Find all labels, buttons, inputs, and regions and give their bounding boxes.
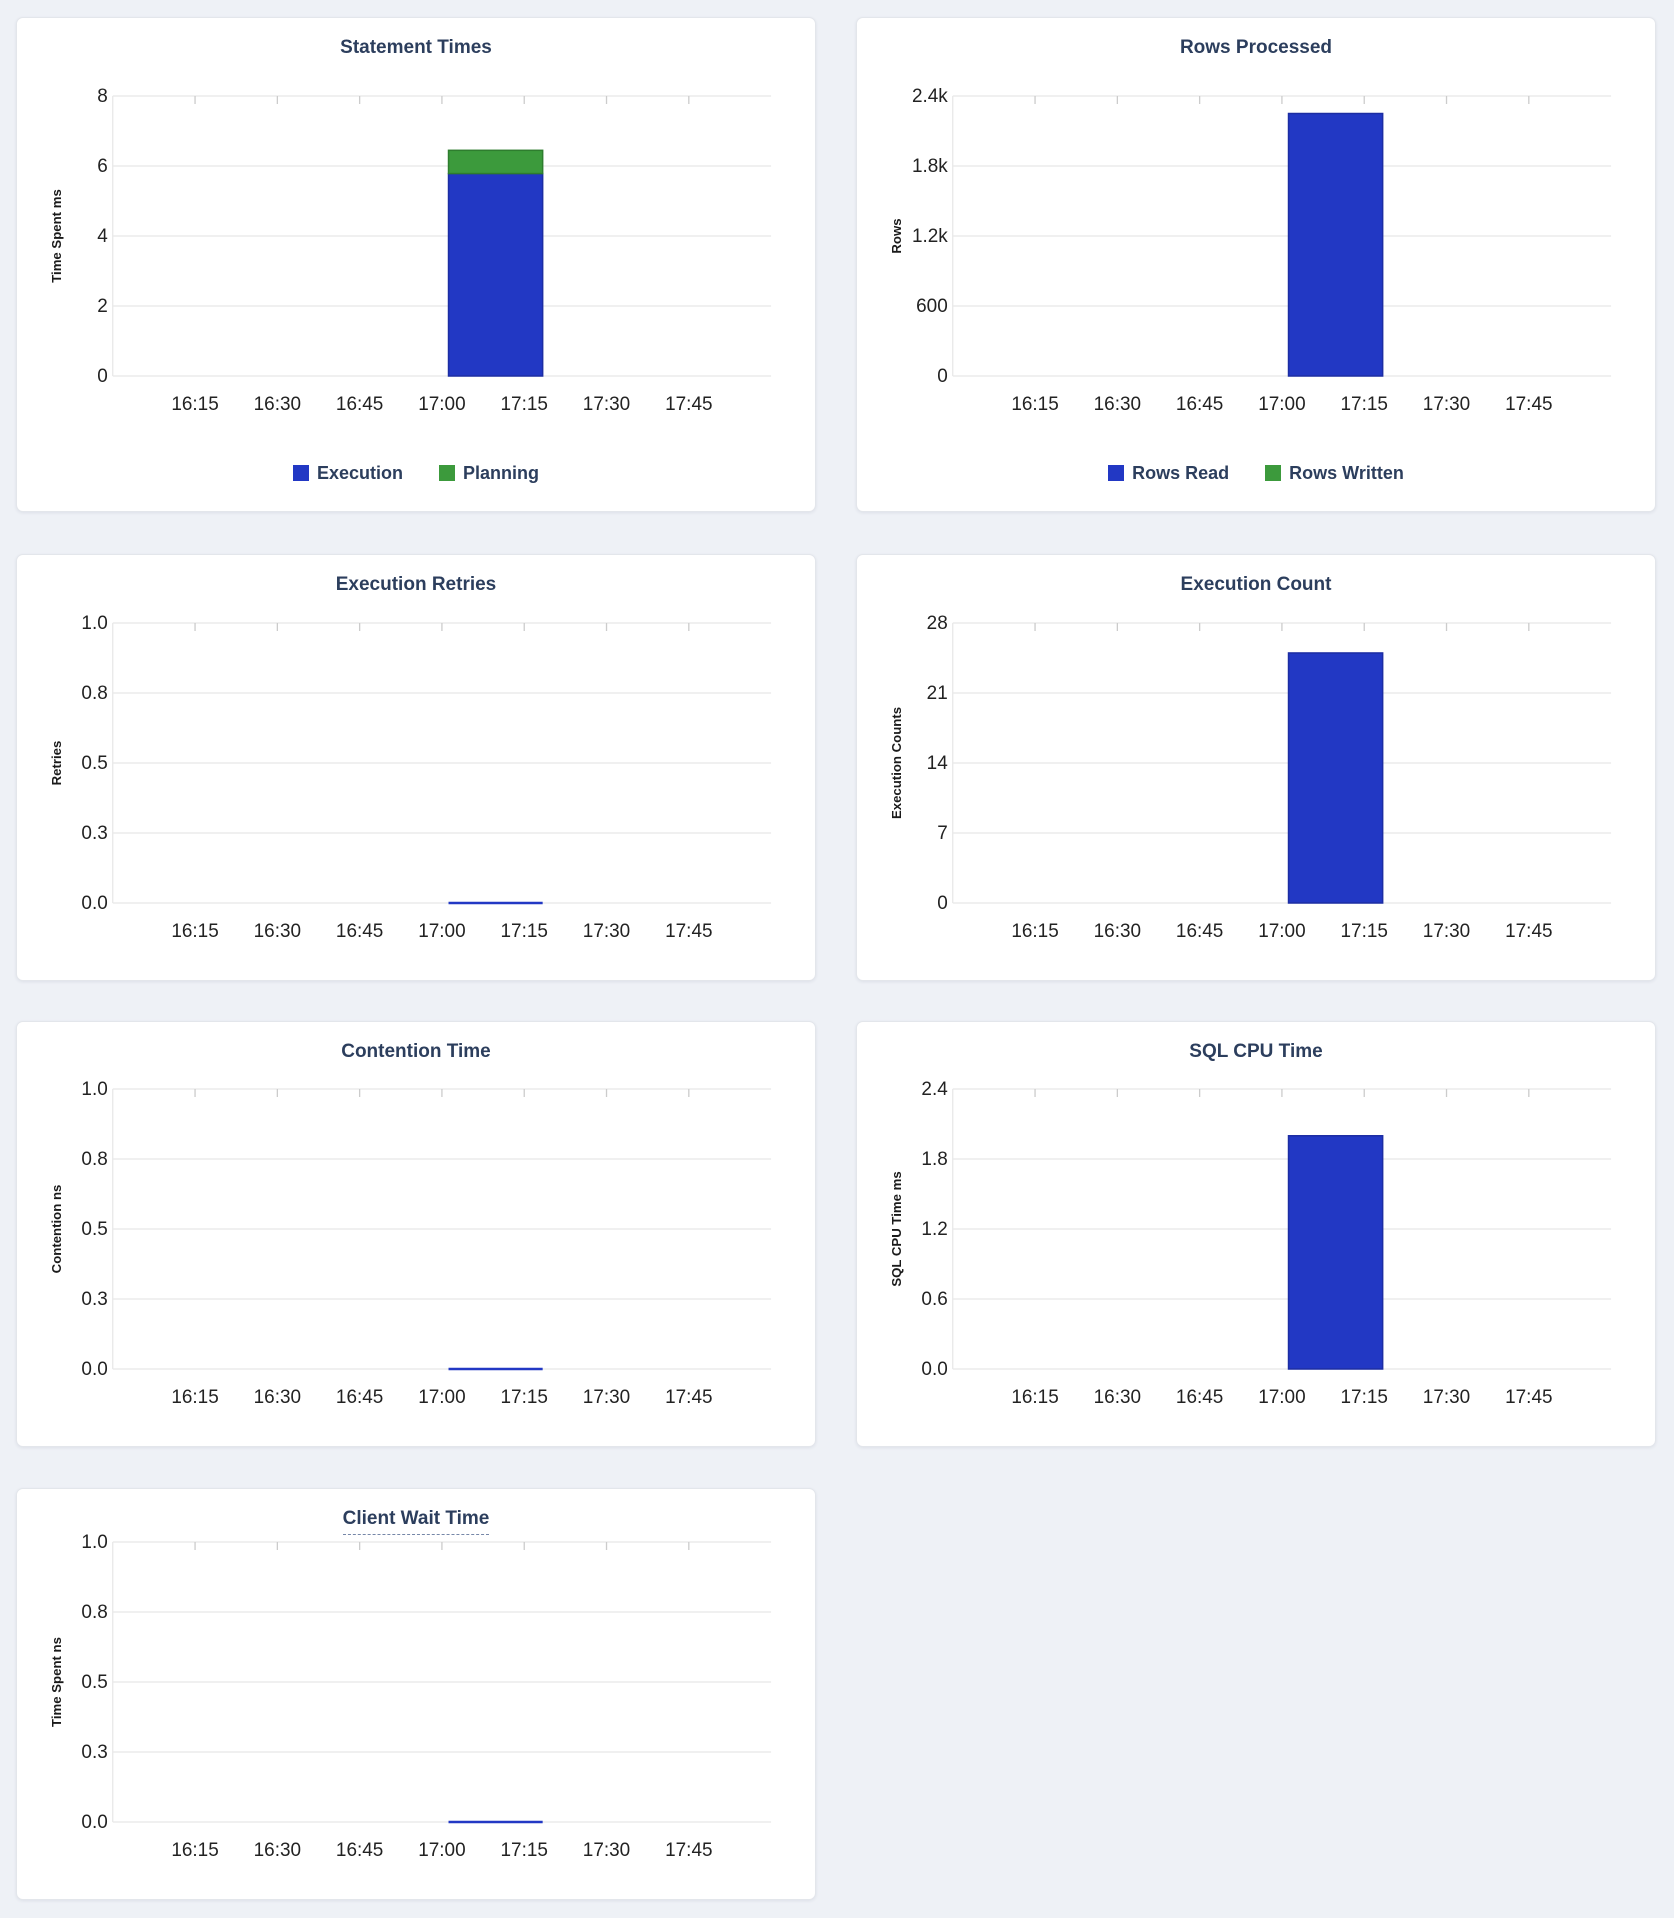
svg-text:Execution Counts: Execution Counts bbox=[889, 707, 904, 819]
svg-text:17:00: 17:00 bbox=[1258, 921, 1305, 942]
svg-text:1.0: 1.0 bbox=[81, 1532, 107, 1553]
svg-text:16:45: 16:45 bbox=[336, 921, 383, 942]
svg-text:16:45: 16:45 bbox=[336, 1387, 383, 1408]
svg-text:17:15: 17:15 bbox=[1341, 394, 1388, 415]
svg-text:0.3: 0.3 bbox=[81, 1742, 107, 1763]
svg-text:Time Spent ns: Time Spent ns bbox=[49, 1637, 64, 1727]
svg-text:Contention ns: Contention ns bbox=[49, 1185, 64, 1274]
svg-text:0.6: 0.6 bbox=[921, 1289, 947, 1310]
svg-text:16:45: 16:45 bbox=[1176, 394, 1223, 415]
svg-text:1.8: 1.8 bbox=[921, 1149, 947, 1170]
svg-text:16:15: 16:15 bbox=[1011, 921, 1058, 942]
svg-text:16:30: 16:30 bbox=[1094, 921, 1141, 942]
svg-text:16:45: 16:45 bbox=[1176, 1387, 1223, 1408]
svg-text:SQL CPU Time ms: SQL CPU Time ms bbox=[889, 1171, 904, 1286]
svg-text:17:30: 17:30 bbox=[583, 921, 630, 942]
svg-text:17:45: 17:45 bbox=[1505, 394, 1552, 415]
svg-text:16:30: 16:30 bbox=[254, 921, 301, 942]
svg-text:16:45: 16:45 bbox=[1176, 921, 1223, 942]
svg-text:28: 28 bbox=[927, 613, 948, 634]
svg-text:600: 600 bbox=[916, 296, 948, 317]
svg-text:17:45: 17:45 bbox=[1505, 1387, 1552, 1408]
svg-text:Retries: Retries bbox=[49, 741, 64, 786]
svg-text:1.2k: 1.2k bbox=[912, 226, 948, 247]
svg-text:17:30: 17:30 bbox=[583, 1387, 630, 1408]
svg-text:17:30: 17:30 bbox=[1423, 1387, 1470, 1408]
svg-text:1.2: 1.2 bbox=[921, 1219, 947, 1240]
svg-text:16:15: 16:15 bbox=[1011, 1387, 1058, 1408]
svg-text:17:15: 17:15 bbox=[501, 921, 548, 942]
svg-text:16:30: 16:30 bbox=[254, 394, 301, 415]
svg-text:17:15: 17:15 bbox=[501, 1387, 548, 1408]
svg-text:0.5: 0.5 bbox=[81, 753, 107, 774]
svg-text:17:45: 17:45 bbox=[1505, 921, 1552, 942]
svg-text:16:45: 16:45 bbox=[336, 394, 383, 415]
svg-text:7: 7 bbox=[937, 823, 948, 844]
svg-text:0: 0 bbox=[937, 366, 948, 387]
svg-text:0.8: 0.8 bbox=[81, 1149, 107, 1170]
svg-text:8: 8 bbox=[97, 86, 108, 107]
svg-text:0.3: 0.3 bbox=[81, 1289, 107, 1310]
svg-text:17:30: 17:30 bbox=[583, 1840, 630, 1861]
svg-text:17:00: 17:00 bbox=[418, 394, 465, 415]
svg-text:17:45: 17:45 bbox=[665, 921, 712, 942]
svg-text:16:15: 16:15 bbox=[171, 1387, 218, 1408]
svg-text:16:15: 16:15 bbox=[171, 921, 218, 942]
svg-text:16:30: 16:30 bbox=[1094, 1387, 1141, 1408]
svg-text:17:15: 17:15 bbox=[1341, 921, 1388, 942]
svg-text:0.8: 0.8 bbox=[81, 1602, 107, 1623]
svg-text:16:15: 16:15 bbox=[171, 1840, 218, 1861]
svg-text:17:00: 17:00 bbox=[1258, 1387, 1305, 1408]
svg-text:16:30: 16:30 bbox=[254, 1387, 301, 1408]
svg-text:16:15: 16:15 bbox=[171, 394, 218, 415]
svg-text:1.8k: 1.8k bbox=[912, 156, 948, 177]
svg-text:14: 14 bbox=[927, 753, 948, 774]
svg-text:0.0: 0.0 bbox=[921, 1359, 947, 1380]
svg-text:0.5: 0.5 bbox=[81, 1672, 107, 1693]
svg-text:Time Spent ms: Time Spent ms bbox=[49, 189, 64, 283]
svg-text:17:45: 17:45 bbox=[665, 394, 712, 415]
svg-text:16:30: 16:30 bbox=[254, 1840, 301, 1861]
svg-text:17:30: 17:30 bbox=[1423, 394, 1470, 415]
svg-text:17:00: 17:00 bbox=[418, 1387, 465, 1408]
svg-text:17:45: 17:45 bbox=[665, 1840, 712, 1861]
svg-text:2: 2 bbox=[97, 296, 108, 317]
svg-text:17:15: 17:15 bbox=[501, 394, 548, 415]
svg-text:16:30: 16:30 bbox=[1094, 394, 1141, 415]
svg-text:2.4: 2.4 bbox=[921, 1079, 947, 1100]
svg-text:6: 6 bbox=[97, 156, 108, 177]
svg-text:1.0: 1.0 bbox=[81, 613, 107, 634]
svg-text:17:15: 17:15 bbox=[501, 1840, 548, 1861]
svg-text:17:00: 17:00 bbox=[418, 1840, 465, 1861]
svg-text:0.0: 0.0 bbox=[81, 893, 107, 914]
svg-text:0.0: 0.0 bbox=[81, 1359, 107, 1380]
svg-text:1.0: 1.0 bbox=[81, 1079, 107, 1100]
svg-text:17:30: 17:30 bbox=[1423, 921, 1470, 942]
svg-text:16:15: 16:15 bbox=[1011, 394, 1058, 415]
svg-text:0: 0 bbox=[97, 366, 108, 387]
svg-text:0.3: 0.3 bbox=[81, 823, 107, 844]
svg-text:0.0: 0.0 bbox=[81, 1812, 107, 1833]
svg-text:0.5: 0.5 bbox=[81, 1219, 107, 1240]
svg-text:17:00: 17:00 bbox=[418, 921, 465, 942]
svg-text:4: 4 bbox=[97, 226, 108, 247]
svg-text:17:15: 17:15 bbox=[1341, 1387, 1388, 1408]
svg-text:0: 0 bbox=[937, 893, 948, 914]
svg-text:17:45: 17:45 bbox=[665, 1387, 712, 1408]
svg-text:0.8: 0.8 bbox=[81, 683, 107, 704]
svg-text:Rows: Rows bbox=[889, 218, 904, 253]
svg-text:17:30: 17:30 bbox=[583, 394, 630, 415]
svg-text:2.4k: 2.4k bbox=[912, 86, 948, 107]
svg-text:17:00: 17:00 bbox=[1258, 394, 1305, 415]
svg-text:21: 21 bbox=[927, 683, 948, 704]
svg-text:16:45: 16:45 bbox=[336, 1840, 383, 1861]
